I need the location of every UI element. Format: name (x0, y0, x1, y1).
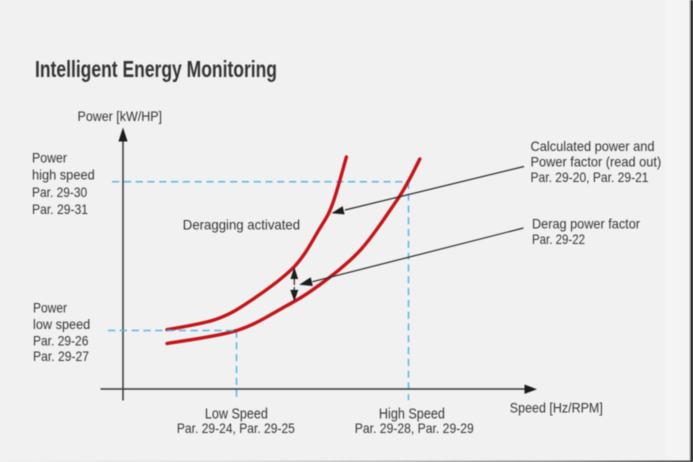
svg-text:Deragging activated: Deragging activated (183, 217, 300, 233)
svg-text:high speed: high speed (32, 167, 95, 183)
svg-text:Derag power factor: Derag power factor (532, 216, 640, 232)
svg-text:Par. 29-26: Par. 29-26 (33, 332, 89, 348)
svg-text:Par. 29-20, Par. 29-21: Par. 29-20, Par. 29-21 (531, 169, 649, 185)
svg-text:Speed [Hz/RPM]: Speed [Hz/RPM] (510, 399, 603, 415)
svg-text:low speed: low speed (33, 316, 90, 332)
svg-text:Power: Power (33, 300, 67, 316)
svg-text:Low Speed: Low Speed (205, 405, 268, 422)
svg-text:Intelligent Energy Monitoring: Intelligent Energy Monitoring (35, 56, 277, 82)
svg-text:Calculated power and: Calculated power and (531, 138, 655, 154)
svg-text:Power: Power (32, 150, 67, 166)
svg-text:High Speed: High Speed (379, 405, 445, 422)
svg-text:Par. 29-27: Par. 29-27 (33, 348, 89, 364)
svg-text:Par. 29-24, Par. 29-25: Par. 29-24, Par. 29-25 (177, 420, 295, 436)
svg-text:Par. 29-31: Par. 29-31 (32, 201, 88, 217)
svg-text:Par. 29-30: Par. 29-30 (32, 184, 87, 200)
svg-text:Power factor (read out): Power factor (read out) (531, 154, 662, 170)
svg-text:Par. 29-22: Par. 29-22 (532, 231, 585, 247)
svg-text:Par. 29-28, Par. 29-29: Par. 29-28, Par. 29-29 (355, 420, 474, 436)
svg-text:Power [kW/HP]: Power [kW/HP] (78, 108, 163, 124)
